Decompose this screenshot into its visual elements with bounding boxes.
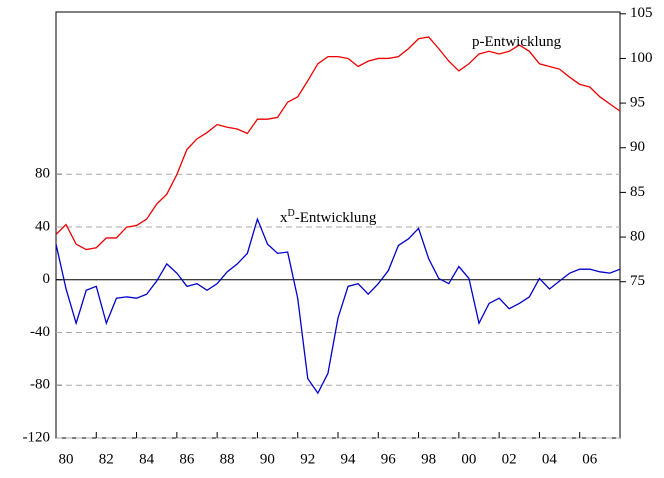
series-line [55, 36, 621, 251]
y2-tick-label: 80 [630, 228, 645, 244]
y2-tick-label: 85 [630, 184, 645, 200]
x-tick-label: 92 [300, 451, 315, 467]
x-tick-label: 84 [139, 451, 155, 467]
x-tick-label: 98 [421, 451, 436, 467]
annotation-part: p-Entwicklung [472, 34, 562, 50]
x-tick-label: 80 [59, 451, 74, 467]
y-tick-label: 80 [35, 166, 50, 182]
annotation: p-Entwicklung [472, 34, 562, 50]
annotation-part: -Entwicklung [295, 210, 377, 226]
y2-tick-label: 100 [630, 50, 653, 66]
annotation-part: D [288, 208, 295, 219]
y-tick-label: -40 [30, 324, 50, 340]
y-tick-label: 40 [35, 218, 50, 234]
x-tick-label: 02 [502, 451, 517, 467]
x-tick-label: 88 [220, 451, 235, 467]
x-tick-label: 96 [381, 451, 397, 467]
series-line [55, 217, 621, 395]
x-tick-label: 04 [542, 451, 558, 467]
y2-tick-label: 95 [630, 95, 645, 111]
y-tick-label: -80 [30, 377, 50, 393]
x-tick-label: 86 [179, 451, 195, 467]
annotation: xD-Entwicklung [280, 208, 377, 226]
y2-tick-label: 75 [630, 273, 645, 289]
y-tick-label: 0 [43, 271, 51, 287]
y-tick-label: -120 [23, 429, 51, 445]
x-tick-label: 90 [260, 451, 275, 467]
y2-tick-label: 105 [630, 5, 653, 21]
x-tick-label: 82 [99, 451, 114, 467]
x-tick-label: 06 [582, 451, 598, 467]
x-tick-label: 94 [341, 451, 357, 467]
y2-tick-label: 90 [630, 139, 645, 155]
x-tick-label: 00 [461, 451, 476, 467]
annotation-part: x [280, 210, 288, 226]
